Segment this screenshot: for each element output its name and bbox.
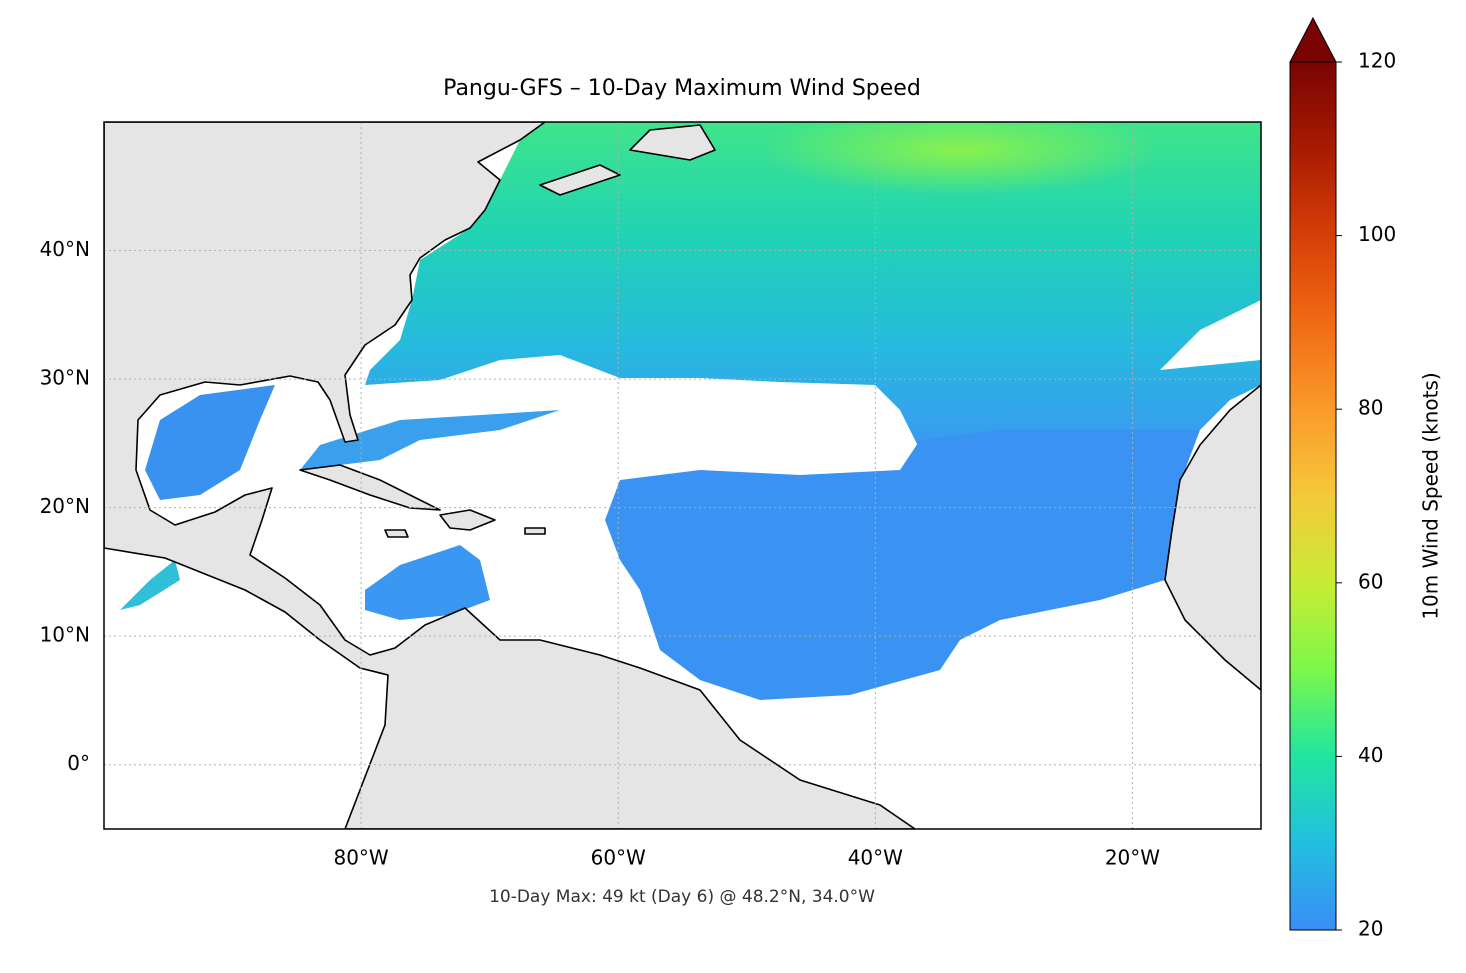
x-tick-label: 60°W — [591, 846, 646, 870]
wind-gulf — [145, 385, 275, 500]
map — [104, 122, 1261, 829]
cuba — [299, 464, 441, 511]
colorbar-tick-label: 40 — [1358, 743, 1383, 767]
y-tick-label: 10°N — [40, 623, 90, 647]
x-tick-label: 40°W — [848, 846, 903, 870]
wind-caribbean — [365, 545, 490, 620]
americas — [104, 122, 916, 829]
colorbar-tick-label: 120 — [1358, 49, 1396, 73]
africa — [1164, 384, 1261, 691]
newfoundland — [629, 124, 716, 161]
puerto-rico — [524, 527, 546, 535]
map-frame — [103, 121, 1262, 830]
annotation: 10-Day Max: 49 kt (Day 6) @ 48.2°N, 34.0… — [489, 887, 875, 907]
y-tick-label: 20°N — [40, 494, 90, 518]
colorbar-label: 10m Wind Speed (knots) — [1419, 372, 1443, 619]
colorbar: 10m Wind Speed (knots) 20 40 60 80 100 120 — [1289, 16, 1443, 941]
wind-pacific — [120, 560, 180, 610]
wind-straits — [300, 410, 560, 470]
wind-field — [104, 122, 1261, 700]
jamaica — [384, 529, 409, 538]
wind-south — [605, 430, 1200, 700]
wind-north — [365, 122, 1261, 450]
nova-scotia — [539, 164, 621, 196]
y-tick-label: 40°N — [40, 237, 90, 261]
colorbar-tick-label: 60 — [1358, 569, 1383, 593]
chart-title: Pangu-GFS – 10-Day Maximum Wind Speed — [443, 76, 921, 101]
x-tick-label: 80°W — [333, 846, 388, 870]
land — [104, 122, 1261, 829]
y-tick-label: 0° — [67, 751, 90, 775]
colorbar-tick-label: 20 — [1358, 917, 1383, 941]
y-tick-label: 30°N — [40, 366, 90, 390]
colorbar-extend — [1289, 16, 1337, 63]
colorbar-tick-label: 80 — [1358, 396, 1383, 420]
wind-peak — [760, 122, 1160, 195]
x-tick-label: 20°W — [1105, 846, 1160, 870]
colorbar-gradient — [1289, 61, 1337, 931]
hispaniola — [439, 509, 496, 531]
colorbar-tick-label: 100 — [1358, 222, 1396, 246]
